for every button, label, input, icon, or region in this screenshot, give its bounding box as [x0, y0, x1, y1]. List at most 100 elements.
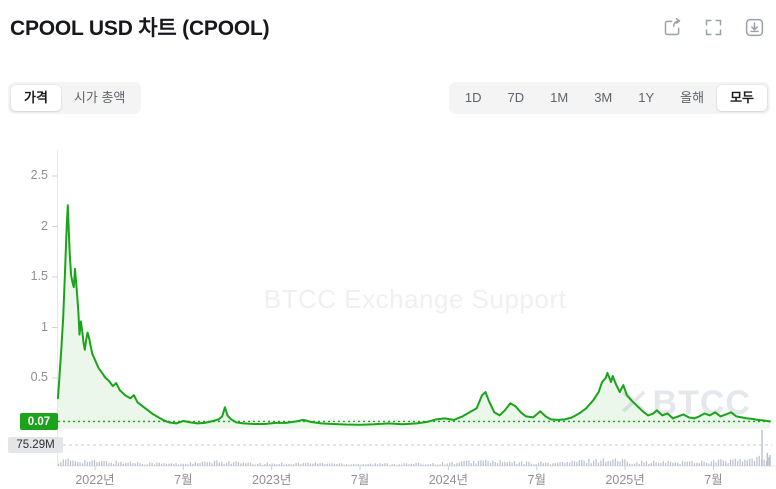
volume-bar: [578, 460, 580, 466]
volume-bar: [237, 461, 240, 466]
volume-bar: [449, 462, 451, 466]
volume-spike-bar: [761, 430, 763, 466]
volume-bar: [463, 460, 465, 466]
volume-bar: [266, 462, 268, 466]
volume-bar: [763, 459, 765, 466]
y-axis-label: 1: [41, 319, 48, 334]
volume-bar: [561, 461, 564, 466]
volume-spike-bar: [766, 453, 769, 466]
range-1y[interactable]: 1Y: [625, 85, 667, 111]
volume-bar: [669, 461, 672, 466]
volume-bar: [434, 464, 436, 466]
fullscreen-icon[interactable]: [703, 17, 724, 38]
volume-bar: [722, 460, 724, 466]
volume-bar: [408, 464, 410, 466]
range-3m[interactable]: 3M: [581, 85, 625, 111]
volume-bar: [165, 463, 168, 466]
volume-bar: [149, 462, 151, 466]
volume-bar: [612, 459, 614, 466]
volume-bar: [264, 464, 266, 466]
volume-bar: [573, 461, 576, 466]
volume-bar: [542, 463, 544, 466]
range-7d[interactable]: 7D: [495, 85, 538, 111]
volume-bar: [197, 463, 199, 466]
x-axis-label: 7월: [174, 473, 193, 487]
volume-bar: [233, 462, 235, 466]
volume-bar: [708, 463, 710, 466]
volume-bar: [523, 463, 525, 466]
volume-bar: [648, 463, 650, 466]
volume-bar: [737, 460, 739, 466]
volume-bar: [257, 463, 259, 466]
volume-bar: [89, 461, 91, 466]
volume-bar: [384, 463, 386, 466]
volume-bar: [410, 463, 412, 466]
volume-bar: [393, 463, 396, 466]
volume-bar: [362, 463, 364, 466]
toggle-price[interactable]: 가격: [11, 85, 61, 111]
volume-bar: [585, 463, 588, 466]
volume-bar: [269, 464, 271, 466]
volume-bar: [703, 461, 705, 466]
volume-bar: [437, 464, 439, 466]
current-volume-badge: 75.29M: [8, 437, 63, 453]
volume-bar: [79, 462, 81, 466]
volume-bar: [734, 458, 736, 466]
volume-bar: [576, 462, 578, 466]
volume-bar: [758, 455, 760, 466]
volume-bar: [302, 463, 304, 466]
volume-bar: [655, 462, 657, 466]
volume-bar: [235, 461, 237, 466]
volume-spike-bar: [769, 455, 771, 466]
volume-bar: [485, 459, 487, 466]
volume-bar: [441, 462, 444, 466]
volume-bar: [129, 461, 132, 466]
volume-bar: [247, 462, 249, 466]
volume-bar: [571, 460, 573, 466]
volume-bar: [134, 463, 136, 466]
share-icon[interactable]: [662, 17, 683, 38]
range-1d[interactable]: 1D: [452, 85, 495, 111]
volume-bar: [482, 460, 484, 466]
volume-bar: [645, 461, 648, 466]
volume-bar: [465, 460, 468, 466]
volume-bar: [72, 460, 74, 466]
volume-bar: [686, 461, 688, 466]
range-all[interactable]: 모두: [717, 85, 767, 111]
range-ytd[interactable]: 올해: [667, 85, 717, 111]
current-price-badge: 0.07: [20, 413, 58, 430]
range-1m[interactable]: 1M: [537, 85, 581, 111]
volume-bar: [439, 464, 441, 466]
header-toolbar: [662, 17, 765, 38]
volume-bar: [451, 461, 453, 466]
download-icon[interactable]: [744, 17, 765, 38]
volume-bar: [698, 463, 700, 466]
volume-bar: [146, 464, 148, 466]
volume-bar: [653, 460, 655, 466]
volume-bar: [213, 460, 216, 466]
y-axis-label: 2.5: [30, 168, 48, 182]
volume-bar: [343, 464, 345, 466]
volume-bar: [528, 461, 530, 466]
volume-bar: [717, 459, 720, 466]
toggle-market-cap[interactable]: 시가 총액: [61, 85, 138, 111]
volume-bar: [151, 462, 153, 466]
volume-bar: [432, 463, 434, 466]
volume-bar: [98, 461, 100, 466]
volume-bar: [453, 464, 456, 466]
volume-bar: [223, 463, 225, 466]
volume-bar: [607, 460, 609, 466]
volume-bar: [153, 464, 156, 466]
volume-bar: [319, 463, 321, 466]
y-axis-label: 0.5: [30, 370, 48, 384]
volume-bar: [309, 463, 312, 466]
volume-bar: [276, 464, 278, 466]
volume-bar: [701, 460, 703, 466]
volume-bar: [177, 464, 180, 466]
volume-bar: [65, 459, 67, 466]
price-line: [56, 204, 771, 426]
volume-bar: [657, 462, 660, 466]
volume-bar: [631, 463, 633, 466]
volume-bar: [321, 462, 324, 466]
